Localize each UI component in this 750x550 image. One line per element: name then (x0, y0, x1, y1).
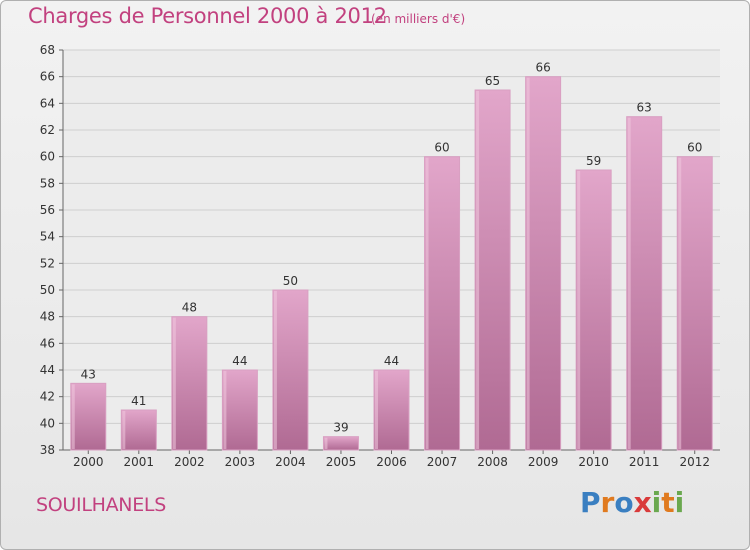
y-tick-label: 56 (40, 203, 55, 217)
bar-highlight (476, 91, 480, 449)
logo-letter: i (651, 486, 662, 519)
x-tick-label-2000: 2000 (73, 455, 104, 469)
value-label-2009: 66 (535, 61, 550, 75)
x-tick-label-2002: 2002 (174, 455, 205, 469)
y-tick-label: 42 (40, 390, 55, 404)
bar-highlight (122, 411, 126, 449)
value-label-2010: 59 (586, 154, 601, 168)
value-label-2002: 48 (182, 301, 197, 315)
bar-2012 (676, 156, 713, 451)
bar-2010 (575, 169, 612, 451)
value-label-2001: 41 (131, 394, 146, 408)
x-tick-label-2007: 2007 (427, 455, 458, 469)
bar-2009 (525, 76, 562, 451)
value-labels: 43 41 48 44 50 39 44 60 65 66 59 63 60 (81, 61, 703, 435)
value-label-2011: 63 (637, 101, 652, 115)
bar-2001 (120, 409, 157, 451)
logo-letter: P (580, 486, 601, 519)
x-tick-label-2001: 2001 (124, 455, 155, 469)
bar-highlight (375, 371, 378, 449)
bar-highlight (172, 317, 176, 449)
logo-letter: t (661, 486, 675, 519)
bar-2002 (171, 316, 208, 451)
bar-2004 (272, 289, 309, 451)
bar-2008 (474, 89, 511, 451)
y-tick-label: 48 (40, 310, 55, 324)
y-tick-label: 46 (40, 336, 55, 350)
bar-highlight (223, 371, 227, 449)
y-tick-label: 44 (40, 363, 55, 377)
bar-highlight (71, 384, 75, 449)
x-tick-label-2009: 2009 (528, 455, 559, 469)
x-tick-label-2005: 2005 (326, 455, 357, 469)
bar-highlight (324, 437, 328, 449)
value-label-2003: 44 (232, 354, 247, 368)
y-tick-label: 54 (40, 230, 55, 244)
x-tick-label-2012: 2012 (679, 455, 710, 469)
chart-subtitle: (en milliers d'€) (371, 12, 466, 26)
logo-letter: x (633, 486, 652, 519)
bars (70, 76, 713, 451)
y-tick-label: 66 (40, 70, 55, 84)
value-label-2004: 50 (283, 274, 298, 288)
bar-highlight (425, 157, 429, 449)
value-label-2005: 39 (333, 421, 348, 435)
bar-2006 (373, 369, 410, 451)
proxiti-logo: Proxiti (580, 486, 684, 519)
bar-highlight (577, 171, 581, 449)
bar-2003 (221, 369, 258, 451)
value-label-2006: 44 (384, 354, 399, 368)
bar-2007 (424, 156, 461, 451)
bar-2011 (626, 116, 663, 451)
y-tick-label: 38 (40, 443, 55, 457)
y-tick-label: 68 (40, 43, 55, 57)
value-label-2008: 65 (485, 74, 500, 88)
value-label-2000: 43 (81, 367, 96, 381)
logo-letter: r (600, 486, 615, 519)
y-tick-label: 60 (40, 150, 55, 164)
bar-highlight (678, 157, 682, 449)
x-tick-label-2008: 2008 (477, 455, 508, 469)
y-tick-label: 62 (40, 123, 55, 137)
bar-highlight (273, 291, 277, 449)
logo-letter: o (614, 486, 634, 519)
x-tick-label-2006: 2006 (376, 455, 407, 469)
chart-title: Charges de Personnel 2000 à 2012 (28, 4, 387, 28)
town-name: SOUILHANELS (36, 494, 166, 516)
x-tick-label-2003: 2003 (225, 455, 256, 469)
bar-highlight (627, 117, 631, 450)
value-label-2012: 60 (687, 141, 702, 155)
value-label-2007: 60 (434, 141, 449, 155)
logo-letter: i (674, 486, 685, 519)
x-tick-label-2010: 2010 (578, 455, 609, 469)
y-tick-label: 52 (40, 256, 55, 270)
bar-2005 (322, 436, 359, 451)
y-tick-label: 50 (40, 283, 55, 297)
y-tick-label: 58 (40, 176, 55, 190)
x-tick-label-2011: 2011 (629, 455, 660, 469)
y-tick-label: 64 (40, 96, 55, 110)
x-tick-label-2004: 2004 (275, 455, 306, 469)
bar-2000 (70, 382, 107, 451)
y-tick-label: 40 (40, 416, 55, 430)
bar-highlight (526, 77, 530, 450)
